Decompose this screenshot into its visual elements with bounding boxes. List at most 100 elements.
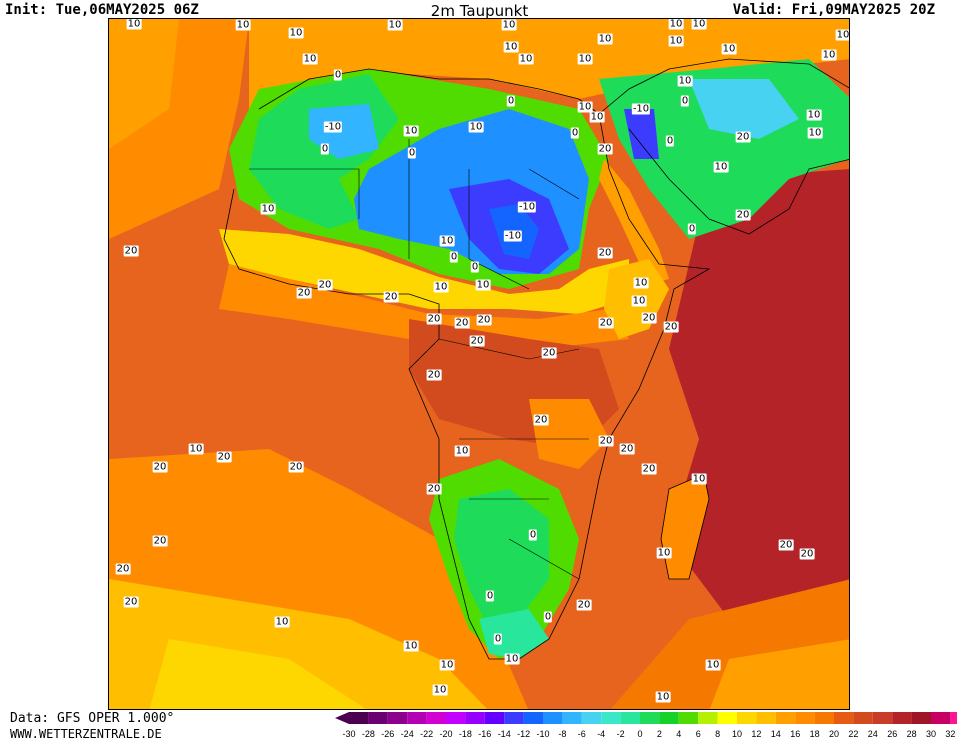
map-label: 20 bbox=[663, 321, 679, 333]
map-label: 0 bbox=[506, 95, 516, 107]
legend-swatch bbox=[562, 712, 582, 724]
legend-swatch bbox=[349, 712, 369, 724]
map-label: 10 bbox=[668, 35, 684, 47]
legend-tick-label: -18 bbox=[459, 729, 472, 739]
map-label: 20 bbox=[735, 131, 751, 143]
map-label: 10 bbox=[126, 18, 142, 30]
map-label: 20 bbox=[778, 539, 794, 551]
map-label: 20 bbox=[123, 596, 139, 608]
map-label: 0 bbox=[687, 223, 697, 235]
map-label: 10 bbox=[503, 41, 519, 53]
legend-tick-label: -12 bbox=[517, 729, 530, 739]
map-label: 0 bbox=[407, 147, 417, 159]
legend-tick-label: -28 bbox=[362, 729, 375, 739]
madagascar bbox=[661, 474, 709, 579]
map-label: 20 bbox=[533, 414, 549, 426]
map-label: 0 bbox=[493, 633, 503, 645]
legend-swatch bbox=[543, 712, 563, 724]
map-label: -10 bbox=[323, 121, 343, 133]
legend-swatch bbox=[446, 712, 466, 724]
map-label: 20 bbox=[152, 535, 168, 547]
legend-swatch bbox=[368, 712, 388, 724]
map-label: 0 bbox=[543, 611, 553, 623]
map-label: 10 bbox=[656, 547, 672, 559]
map-label: 20 bbox=[383, 291, 399, 303]
legend-swatch bbox=[814, 712, 834, 724]
map-label: -10 bbox=[631, 103, 651, 115]
legend-tick-label: 24 bbox=[868, 729, 878, 739]
map-label: 10 bbox=[302, 53, 318, 65]
legend-tick-label: -22 bbox=[420, 729, 433, 739]
map-label: 10 bbox=[655, 691, 671, 703]
legend-swatch bbox=[737, 712, 757, 724]
legend-tick-label: 32 bbox=[945, 729, 955, 739]
map-label: 20 bbox=[799, 548, 815, 560]
map-label: 10 bbox=[504, 653, 520, 665]
legend-tick-label: -8 bbox=[558, 729, 566, 739]
map-title: 2m Taupunkt bbox=[430, 2, 529, 20]
map-label: 10 bbox=[403, 640, 419, 652]
map-label: 20 bbox=[454, 317, 470, 329]
map-label: 20 bbox=[597, 247, 613, 259]
dewpoint-map: 10 10 10 10 10 10 10 10 10 10 10 10 10 1… bbox=[108, 18, 850, 710]
map-label: 20 bbox=[576, 599, 592, 611]
legend-tick-label: 0 bbox=[637, 729, 642, 739]
map-label: 0 bbox=[333, 69, 343, 81]
map-label: 10 bbox=[705, 659, 721, 671]
africa-coastline bbox=[223, 68, 711, 660]
legend-swatch bbox=[756, 712, 776, 724]
legend-tick-label: -14 bbox=[498, 729, 511, 739]
map-label: 20 bbox=[541, 347, 557, 359]
map-label: 20 bbox=[123, 245, 139, 257]
legend-tick-label: -2 bbox=[617, 729, 625, 739]
map-label: 20 bbox=[317, 279, 333, 291]
legend-tick-label: -30 bbox=[342, 729, 355, 739]
legend-tick-label: 16 bbox=[790, 729, 800, 739]
legend-arrow-low bbox=[335, 712, 349, 724]
map-label: 0 bbox=[570, 127, 580, 139]
map-label: 10 bbox=[439, 235, 455, 247]
map-label: 10 bbox=[188, 443, 204, 455]
legend-tick-label: 12 bbox=[751, 729, 761, 739]
map-label: 0 bbox=[665, 135, 675, 147]
map-label: 20 bbox=[426, 483, 442, 495]
legend-tick-label: 10 bbox=[732, 729, 742, 739]
map-label: 10 bbox=[274, 616, 290, 628]
legend-tick-label: -4 bbox=[597, 729, 605, 739]
map-label: 20 bbox=[469, 335, 485, 347]
legend-tick-label: 22 bbox=[848, 729, 858, 739]
website: WWW.WETTERZENTRALE.DE bbox=[10, 727, 162, 741]
map-label: 20 bbox=[152, 461, 168, 473]
map-label: 10 bbox=[235, 19, 251, 31]
legend-tick-label: -24 bbox=[401, 729, 414, 739]
map-label: 10 bbox=[432, 684, 448, 696]
map-label: 10 bbox=[691, 473, 707, 485]
map-label: 20 bbox=[598, 435, 614, 447]
map-label: 10 bbox=[387, 19, 403, 31]
map-label: 10 bbox=[677, 75, 693, 87]
karoo bbox=[479, 609, 549, 659]
map-label: 10 bbox=[260, 203, 276, 215]
map-label: 0 bbox=[320, 143, 330, 155]
init-time: Init: Tue,06MAY2025 06Z bbox=[5, 2, 199, 18]
legend-tick-label: 2 bbox=[657, 729, 662, 739]
legend-swatch bbox=[484, 712, 505, 724]
map-label: 20 bbox=[735, 209, 751, 221]
map-label: 0 bbox=[680, 95, 690, 107]
map-label: 10 bbox=[501, 19, 517, 31]
map-label: 10 bbox=[475, 279, 491, 291]
legend-swatch bbox=[775, 712, 796, 724]
legend-tick-label: -6 bbox=[578, 729, 586, 739]
map-label: 10 bbox=[691, 18, 707, 30]
mediterranean-region bbox=[249, 19, 849, 109]
map-label: 10 bbox=[589, 111, 605, 123]
map-label: 10 bbox=[713, 161, 729, 173]
sahel-transition bbox=[219, 229, 629, 314]
map-label: 10 bbox=[439, 659, 455, 671]
map-label: 20 bbox=[597, 143, 613, 155]
legend-swatch bbox=[834, 712, 854, 724]
legend-swatch bbox=[601, 712, 621, 724]
legend-swatch bbox=[504, 712, 524, 724]
map-label: 20 bbox=[426, 369, 442, 381]
map-label: 20 bbox=[598, 317, 614, 329]
